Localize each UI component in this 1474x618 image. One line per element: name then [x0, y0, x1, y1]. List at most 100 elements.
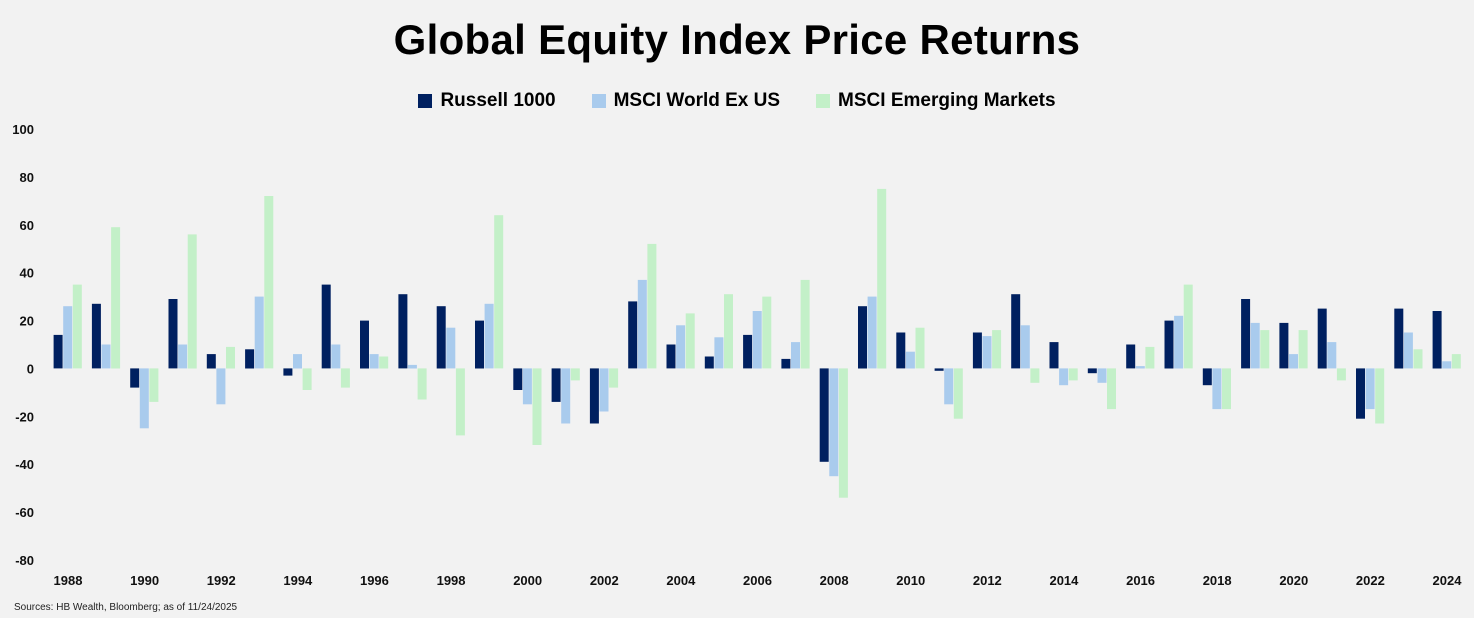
bar-2014-series-3	[1068, 368, 1078, 381]
bar-2018-series-3	[1222, 368, 1231, 410]
x-tick-label: 1992	[207, 573, 236, 588]
bar-2015-series-3	[1107, 368, 1116, 410]
chart-title: Global Equity Index Price Returns	[393, 16, 1081, 63]
bar-2001-series-1	[551, 368, 561, 402]
bar-2018-series-2	[1212, 368, 1222, 410]
bar-1995-series-3	[340, 368, 350, 388]
bar-1998-series-3	[455, 368, 465, 436]
bar-2010-series-3	[915, 327, 925, 369]
bar-2012-series-2	[982, 336, 992, 369]
bar-1995-series-1	[321, 284, 331, 369]
bar-2020-series-3	[1298, 330, 1308, 369]
legend: Russell 1000 MSCI World Ex US MSCI Emerg…	[0, 90, 1474, 112]
bar-2017-series-1	[1164, 320, 1174, 369]
bar-2013-series-1	[1011, 294, 1021, 369]
x-tick-label: 2014	[1049, 573, 1079, 588]
x-tick-label: 1994	[283, 573, 313, 588]
x-tick-label: 1998	[437, 573, 466, 588]
y-tick-label: 40	[20, 266, 34, 281]
bar-2002-series-3	[609, 368, 619, 388]
bar-2012-series-3	[992, 330, 1002, 369]
x-tick-label: 2012	[973, 573, 1002, 588]
bar-2014-series-1	[1049, 342, 1059, 369]
bar-2000-series-3	[532, 368, 542, 445]
bar-2001-series-3	[570, 368, 580, 381]
bar-2009-series-2	[867, 296, 877, 369]
legend-item-msci-world-ex-us: MSCI World Ex US	[591, 90, 780, 112]
bar-2017-series-3	[1183, 284, 1193, 369]
bar-2008-series-1	[819, 368, 829, 462]
bar-2020-series-2	[1289, 354, 1298, 369]
legend-swatch	[591, 94, 606, 108]
bar-2016-series-3	[1145, 346, 1155, 369]
bar-2006-series-2	[752, 311, 762, 369]
legend-label: MSCI Emerging Markets	[838, 90, 1056, 111]
bar-2001-series-2	[561, 368, 571, 424]
bar-2019-series-1	[1241, 299, 1251, 369]
y-tick-label: 60	[20, 218, 34, 233]
legend-label: Russell 1000	[440, 90, 556, 111]
bar-1999-series-2	[484, 303, 494, 369]
bar-1996-series-2	[369, 354, 379, 369]
y-tick-label: 0	[27, 361, 34, 376]
bar-1992-series-3	[226, 346, 235, 369]
x-tick-label: 1990	[130, 573, 159, 588]
x-tick-label: 1996	[360, 573, 389, 588]
y-tick-label: 20	[20, 314, 34, 329]
bar-2005-series-3	[724, 294, 733, 369]
bar-1990-series-2	[139, 368, 149, 429]
bar-2011-series-3	[953, 368, 963, 419]
bar-1992-series-2	[216, 368, 226, 405]
bar-2023-series-2	[1403, 332, 1413, 369]
bar-2000-series-1	[513, 368, 523, 390]
bar-2003-series-1	[628, 301, 638, 369]
x-tick-label: 2004	[666, 573, 696, 588]
bar-2000-series-2	[522, 368, 532, 405]
bar-1990-series-3	[149, 368, 159, 402]
legend-swatch	[816, 94, 831, 108]
bar-2021-series-1	[1317, 308, 1327, 369]
bar-1990-series-1	[130, 368, 140, 388]
y-tick-label: 100	[12, 122, 34, 137]
legend-swatch	[418, 94, 433, 108]
bar-2008-series-3	[838, 368, 848, 498]
bar-2018-series-1	[1202, 368, 1212, 386]
source-note: Sources: HB Wealth, Bloomberg; as of 11/…	[14, 602, 238, 613]
bar-2024-series-3	[1451, 354, 1461, 369]
bar-2024-series-2	[1442, 361, 1452, 369]
bar-2021-series-2	[1327, 342, 1337, 369]
x-tick-label: 2006	[743, 573, 772, 588]
bar-1989-series-2	[101, 344, 111, 369]
bar-2009-series-1	[858, 306, 867, 369]
bar-2009-series-3	[877, 188, 887, 369]
legend-item-msci-emerging-markets: MSCI Emerging Markets	[816, 90, 1056, 112]
bar-1991-series-1	[168, 299, 178, 369]
bar-2020-series-1	[1279, 322, 1289, 369]
bar-1999-series-1	[475, 320, 484, 369]
bar-2007-series-2	[791, 342, 800, 369]
bar-1995-series-2	[331, 344, 341, 369]
bar-1996-series-3	[379, 356, 389, 369]
bar-2003-series-3	[647, 243, 657, 369]
bar-2017-series-2	[1174, 315, 1184, 369]
bar-2016-series-2	[1135, 366, 1145, 369]
bar-2005-series-1	[704, 356, 714, 369]
bar-2022-series-1	[1356, 368, 1365, 419]
bar-2022-series-3	[1375, 368, 1385, 424]
bar-1993-series-1	[245, 349, 255, 369]
x-tick-label: 2008	[820, 573, 849, 588]
bar-2013-series-3	[1030, 368, 1040, 383]
bar-2013-series-2	[1020, 325, 1030, 369]
bar-1992-series-1	[206, 354, 216, 369]
bar-2019-series-2	[1250, 322, 1260, 369]
bar-1999-series-3	[494, 215, 504, 369]
bar-2004-series-1	[666, 344, 676, 369]
bar-1997-series-2	[407, 364, 417, 369]
bar-2022-series-2	[1365, 368, 1375, 410]
bar-2008-series-2	[829, 368, 839, 477]
bar-1998-series-1	[436, 306, 446, 369]
bar-1988-series-1	[53, 334, 63, 369]
bar-1994-series-3	[302, 368, 312, 390]
bar-2011-series-2	[944, 368, 954, 405]
bar-2015-series-2	[1097, 368, 1107, 383]
